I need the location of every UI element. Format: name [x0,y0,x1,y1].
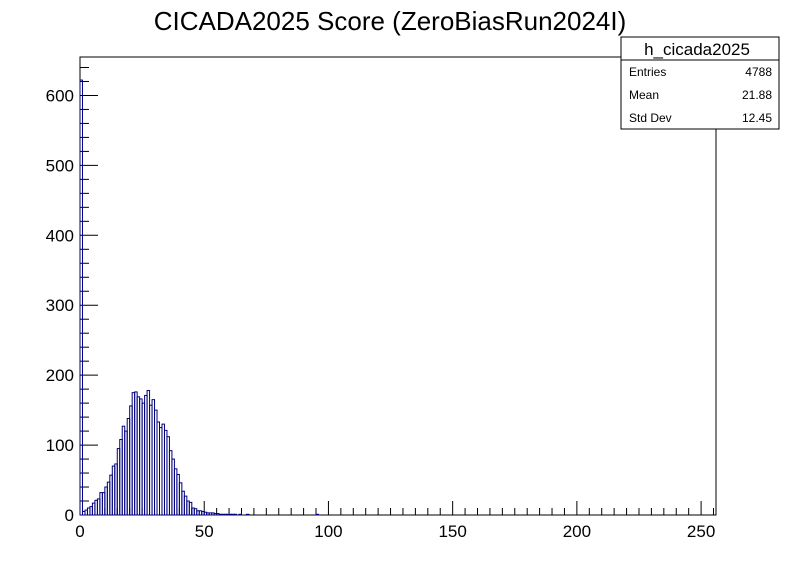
stat-label-stddev: Std Dev [629,111,672,125]
stat-value-mean: 21.88 [742,88,772,102]
histogram-bin [79,79,83,516]
stat-value-stddev: 12.45 [742,111,772,125]
x-tick-label: 0 [75,522,84,541]
stats-box-frame [620,36,780,130]
stats-box-title: h_cicada2025 [644,40,750,59]
histogram-bin [245,513,250,516]
histogram-bin [238,513,242,516]
chart-title: CICADA2025 Score (ZeroBiasRun2024I) [154,6,627,36]
stat-label-mean: Mean [629,88,659,102]
stat-value-entries: 4788 [745,65,772,79]
stat-label-entries: Entries [629,65,666,79]
histogram-series [79,79,319,516]
stats-box: h_cicada2025 Entries 4788 Mean 21.88 Std… [620,36,780,130]
x-tick-label: 100 [314,522,342,541]
y-tick-label: 600 [46,86,74,105]
y-tick-label: 400 [46,226,74,245]
histogram-bin [233,513,238,516]
y-tick-label: 100 [46,436,74,455]
x-tick-label: 200 [563,522,591,541]
y-tick-label: 0 [65,506,74,525]
x-tick-label: 150 [438,522,466,541]
x-tick-label: 250 [687,522,715,541]
x-axis: 0 50 100 150 200 250 [75,501,715,541]
y-tick-label: 200 [46,366,74,385]
x-tick-label: 50 [195,522,214,541]
y-axis: 0 100 200 300 400 500 600 [46,66,98,525]
y-tick-label: 300 [46,296,74,315]
histogram-bin [315,513,319,516]
y-tick-label: 500 [46,156,74,175]
